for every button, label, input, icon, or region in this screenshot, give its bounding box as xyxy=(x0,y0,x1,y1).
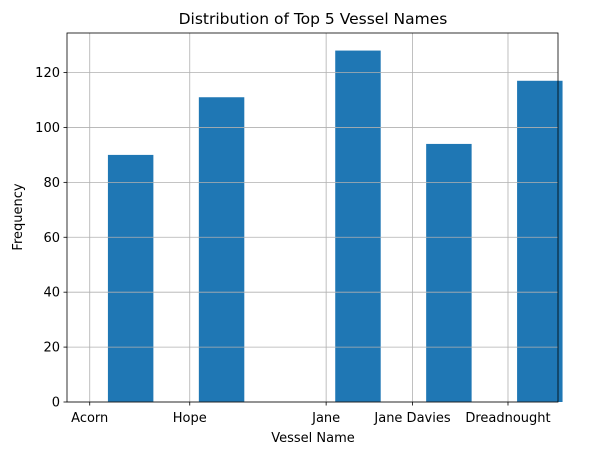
y-tick-label: 80 xyxy=(43,176,60,191)
bar-3 xyxy=(335,50,381,402)
y-tick-label: 20 xyxy=(43,341,60,356)
x-tick-label: Hope xyxy=(173,411,207,426)
x-axis-title: Vessel Name xyxy=(271,431,355,446)
grid-lines xyxy=(67,33,558,403)
x-tick-label: Jane Davies xyxy=(373,411,450,426)
bar-2 xyxy=(198,97,245,402)
bars xyxy=(107,50,563,402)
y-tick-label: 60 xyxy=(43,231,60,246)
y-ticks: 0 20 40 60 80 100 120 xyxy=(35,66,67,411)
x-tick-label: Acorn xyxy=(71,411,108,426)
y-tick-label: 40 xyxy=(43,286,60,301)
x-tick-label: Dreadnought xyxy=(465,411,550,426)
y-tick-label: 0 xyxy=(52,396,60,411)
x-tick-label: Jane xyxy=(311,411,340,426)
chart-title: Distribution of Top 5 Vessel Names xyxy=(179,10,448,28)
bar-1 xyxy=(107,154,154,402)
plot-frame xyxy=(66,32,559,403)
bar-5 xyxy=(517,80,563,402)
axes xyxy=(66,32,559,403)
bar-4 xyxy=(426,143,472,402)
y-tick-label: 120 xyxy=(35,66,60,81)
x-ticks: Acorn Hope Jane Jane Davies Dreadnought xyxy=(71,402,551,426)
y-tick-label: 100 xyxy=(35,121,60,136)
y-axis-title: Frequency xyxy=(11,183,26,250)
